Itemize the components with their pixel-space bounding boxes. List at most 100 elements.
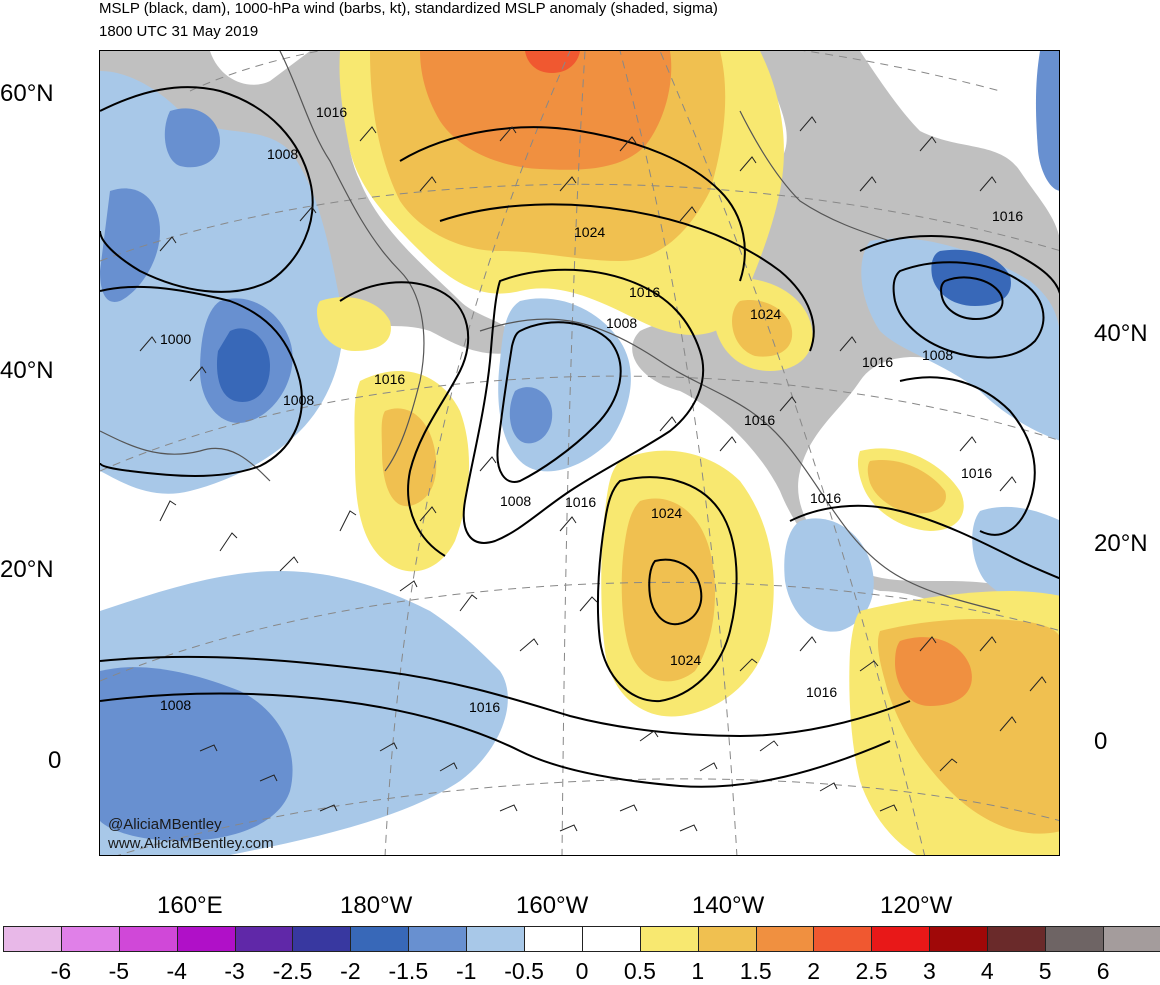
colorbar-box [525, 927, 583, 951]
chart-title: MSLP (black, dam), 1000-hPa wind (barbs,… [99, 0, 718, 17]
isobar-label: 1016 [806, 684, 837, 700]
colorbar-tick-label: -2 [340, 958, 361, 984]
weather-map: 1016 1008 1024 1016 1008 1016 1000 1008 … [100, 51, 1059, 855]
isobar-label: 1016 [469, 699, 500, 715]
lat-label-left: 0 [48, 747, 62, 774]
colorbar-tick-label: -4 [166, 958, 187, 984]
colorbar-box [293, 927, 352, 951]
colorbar-box [814, 927, 873, 951]
shade-pos [381, 408, 437, 507]
lat-label-right: 20°N [1094, 530, 1148, 557]
colorbar-box [756, 927, 815, 951]
isobar-label: 1008 [283, 392, 314, 408]
colorbar-box [235, 927, 294, 951]
shade-pos-strong [420, 51, 672, 170]
colorbar-tick-label: -3 [224, 958, 245, 984]
shade-pos [867, 460, 946, 514]
isobar-label: 1016 [810, 490, 841, 506]
colorbar-tick-label: 2 [807, 958, 820, 984]
map-panel: 1016 1008 1024 1016 1008 1016 1000 1008 … [99, 50, 1060, 856]
colorbar-box [4, 927, 62, 951]
colorbar-box [1046, 927, 1104, 951]
colorbar-tick-label: 6 [1096, 958, 1110, 984]
colorbar-tick-label: 0 [575, 958, 589, 984]
colorbar-tick-label: 2.5 [855, 958, 888, 984]
isobar-label: 1008 [160, 697, 191, 713]
shade-pos [621, 498, 715, 682]
isobar-label: 1016 [862, 354, 893, 370]
colorbar-box [582, 927, 641, 951]
coastlines [100, 51, 1001, 612]
colorbar-tick-label: 5 [1038, 958, 1052, 984]
isobar-labels: 1016 1008 1024 1016 1008 1016 1000 1008 … [160, 104, 1023, 715]
lat-label-left: 20°N [0, 556, 54, 583]
isobar-label: 1024 [670, 652, 701, 668]
isobar-label: 1016 [316, 104, 347, 120]
isobar-label: 1024 [651, 505, 682, 521]
isobar-label: 1016 [629, 284, 660, 300]
colorbar-tick-label: -1.5 [388, 958, 429, 984]
colorbar-box [698, 927, 757, 951]
lon-label: 160°E [157, 892, 223, 919]
isobars [100, 86, 1059, 788]
isobar-label: 1024 [574, 224, 605, 240]
colorbar-tick-label: -6 [50, 958, 72, 984]
shade-gray [632, 51, 1059, 621]
shade-neg-strong [216, 328, 270, 402]
credit-website: www.AliciaMBentley.com [108, 835, 274, 852]
colorbar-box [351, 927, 410, 951]
isobar-label: 1008 [267, 146, 298, 162]
credit-twitter: @AliciaMBentley [108, 816, 222, 833]
isobar-label: 1000 [160, 331, 191, 347]
graticule [100, 51, 1059, 855]
colorbar-box [119, 927, 178, 951]
lat-label-right: 40°N [1094, 320, 1148, 347]
lon-label: 180°W [340, 892, 413, 919]
colorbar-tick-label: -5 [108, 958, 130, 984]
lon-label: 160°W [516, 892, 589, 919]
colorbar-box [1103, 927, 1160, 951]
isobar-label: 1016 [565, 494, 596, 510]
colorbar-box [872, 927, 931, 951]
colorbar-tick-label: 4 [980, 958, 994, 984]
shade-pos [732, 300, 793, 357]
shade-pos-strong [895, 637, 972, 706]
lat-label-left: 40°N [0, 357, 54, 384]
colorbar-box [61, 927, 120, 951]
isobar-label: 1016 [961, 465, 992, 481]
colorbar-tick-label: 0.5 [623, 958, 656, 984]
isobar-label: 1008 [922, 347, 953, 363]
isobar-label: 1008 [606, 315, 637, 331]
colorbar [3, 926, 1160, 952]
colorbar-tick-label: 1 [691, 958, 705, 984]
colorbar-tick-label: 1.5 [739, 958, 772, 984]
lon-label: 120°W [880, 892, 953, 919]
isobar-label: 1016 [992, 208, 1023, 224]
colorbar-tick-label: -0.5 [504, 958, 544, 984]
shade-neg [509, 387, 553, 444]
shade-neg [164, 108, 220, 168]
isobar-label: 1016 [374, 371, 405, 387]
shade-neg [100, 667, 293, 841]
lon-label: 140°W [692, 892, 765, 919]
lat-label-left: 60°N [0, 80, 54, 107]
isobar-label: 1016 [744, 412, 775, 428]
shade-neg [1035, 51, 1059, 191]
colorbar-box [930, 927, 989, 951]
colorbar-box [988, 927, 1047, 951]
colorbar-tick-label: -1 [455, 958, 477, 984]
colorbar-box [409, 927, 468, 951]
lat-label-right: 0 [1094, 728, 1108, 755]
chart-valid-time: 1800 UTC 31 May 2019 [99, 23, 259, 40]
colorbar-tick-label: -2.5 [272, 958, 313, 984]
wind-barbs [139, 116, 1047, 832]
colorbar-box [177, 927, 236, 951]
shade-pos-weak [316, 297, 391, 351]
anomaly-shading [100, 51, 1059, 855]
isobar-label: 1008 [500, 493, 531, 509]
shade-pos-very [525, 51, 580, 73]
shade-neg-weak [784, 518, 874, 632]
colorbar-box [640, 927, 699, 951]
colorbar-tick-label: 3 [922, 958, 936, 984]
isobar-label: 1024 [750, 306, 781, 322]
